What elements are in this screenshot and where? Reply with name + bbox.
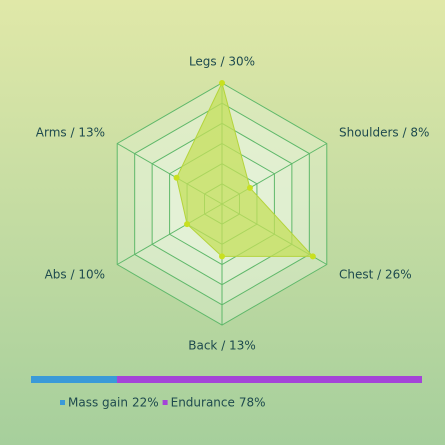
axis-label: Shoulders / 8% (339, 126, 429, 140)
legend-value: 22% (132, 396, 159, 410)
radar-point (219, 80, 225, 86)
radar-point (219, 253, 225, 260)
radar-point (173, 174, 180, 181)
legend-swatch (162, 400, 168, 405)
legend-label: Endurance (171, 396, 235, 410)
axis-label: Chest / 26% (339, 268, 412, 282)
axis-label: Abs / 10% (45, 268, 105, 282)
legend-swatch (60, 400, 65, 405)
radar-point (309, 253, 316, 260)
axis-label: Legs / 30% (189, 55, 255, 69)
radar-point (184, 221, 191, 228)
progress-segment (31, 376, 118, 383)
legend-label: Mass gain (68, 396, 128, 410)
axis-label: Back / 13% (188, 339, 255, 353)
axis-label: Arms / 13% (36, 126, 105, 140)
radar-point (246, 184, 253, 191)
legend-value: 78% (239, 396, 266, 410)
progress-segment (117, 376, 423, 383)
